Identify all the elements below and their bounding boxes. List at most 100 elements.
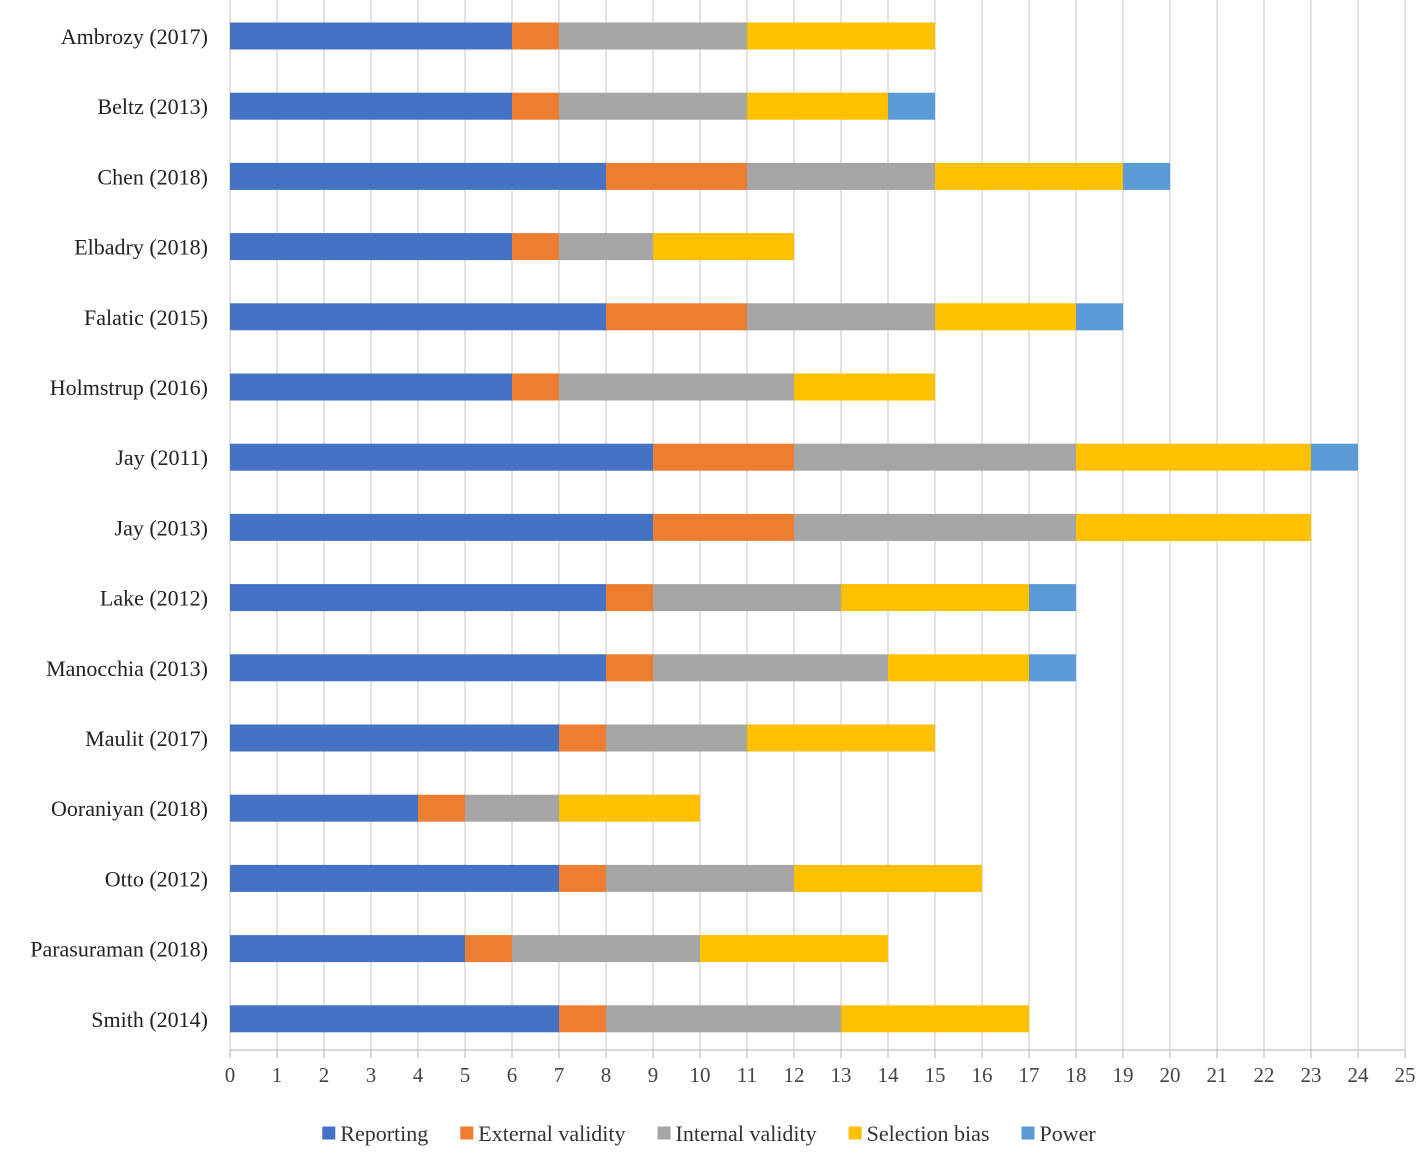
bar-lake-2012-selection-bias: [841, 584, 1029, 612]
legend-swatch-reporting: [322, 1126, 336, 1140]
bar-lake-2012-internal-validity: [653, 584, 841, 612]
bar-manocchia-2013-external-validity: [606, 654, 653, 682]
bars: [230, 22, 1358, 1033]
bar-otto-2012-internal-validity: [606, 864, 794, 892]
x-axis: 0 1 2 3 4 5 6 7 8 9 10 11 12 13 14 15 16 17 18 19 20 21 22 23 24…: [225, 1049, 1416, 1087]
bar-maulit-2017-internal-validity: [606, 724, 747, 752]
legend-swatch-selection-bias: [848, 1126, 862, 1140]
category-label-chen-2018: Chen (2018): [97, 164, 208, 189]
bar-parasuraman-2018-selection-bias: [700, 935, 888, 963]
category-label-jay-2013: Jay (2013): [115, 515, 208, 540]
x-tick-label-25: 25: [1395, 1063, 1416, 1087]
bar-jay-2013-external-validity: [653, 513, 794, 541]
x-tick-label-2: 2: [319, 1063, 330, 1087]
bar-ooraniyan-2018-reporting: [230, 794, 418, 822]
x-tick-label-4: 4: [413, 1063, 424, 1087]
bar-chen-2018-selection-bias: [935, 162, 1123, 190]
bar-parasuraman-2018-internal-validity: [512, 935, 700, 963]
x-tick-label-12: 12: [784, 1063, 805, 1087]
bar-jay-2011-reporting: [230, 443, 653, 471]
bar-elbadry-2018-reporting: [230, 233, 512, 261]
x-tick-label-3: 3: [366, 1063, 377, 1087]
bar-smith-2014-selection-bias: [841, 1005, 1029, 1033]
bar-holmstrup-2016-reporting: [230, 373, 512, 401]
legend-label-internal-validity: Internal validity: [676, 1121, 817, 1146]
bar-beltz-2013-internal-validity: [559, 92, 747, 120]
x-tick-label-15: 15: [925, 1063, 946, 1087]
x-tick-label-13: 13: [831, 1063, 852, 1087]
x-tick-label-6: 6: [507, 1063, 518, 1087]
category-label-lake-2012: Lake (2012): [100, 586, 208, 611]
bar-chen-2018-power: [1123, 162, 1170, 190]
bar-ooraniyan-2018-internal-validity: [465, 794, 559, 822]
bar-jay-2011-power: [1311, 443, 1358, 471]
category-labels: Ambrozy (2017) Beltz (2013) Chen (2018) Elb…: [30, 24, 208, 1032]
bar-ooraniyan-2018-selection-bias: [559, 794, 700, 822]
x-tick-label-8: 8: [601, 1063, 612, 1087]
bar-chen-2018-reporting: [230, 162, 606, 190]
bar-elbadry-2018-internal-validity: [559, 233, 653, 261]
bar-falatic-2015-external-validity: [606, 303, 747, 331]
x-tick-label-9: 9: [648, 1063, 659, 1087]
bar-elbadry-2018-external-validity: [512, 233, 559, 261]
bar-maulit-2017-external-validity: [559, 724, 606, 752]
bar-maulit-2017-selection-bias: [747, 724, 935, 752]
x-tick-label-10: 10: [690, 1063, 711, 1087]
bar-otto-2012-selection-bias: [794, 864, 982, 892]
bar-jay-2013-selection-bias: [1076, 513, 1311, 541]
category-label-ambrozy-2017: Ambrozy (2017): [61, 24, 208, 49]
legend-swatch-external-validity: [460, 1126, 474, 1140]
x-tick-label-21: 21: [1207, 1063, 1228, 1087]
bar-beltz-2013-power: [888, 92, 935, 120]
category-label-holmstrup-2016: Holmstrup (2016): [50, 375, 208, 400]
bar-jay-2011-selection-bias: [1076, 443, 1311, 471]
bar-holmstrup-2016-selection-bias: [794, 373, 935, 401]
bar-ambrozy-2017-reporting: [230, 22, 512, 50]
bar-falatic-2015-reporting: [230, 303, 606, 331]
x-tick-label-1: 1: [272, 1063, 283, 1087]
x-tick-label-20: 20: [1160, 1063, 1181, 1087]
bar-manocchia-2013-reporting: [230, 654, 606, 682]
x-tick-label-22: 22: [1254, 1063, 1275, 1087]
category-label-elbadry-2018: Elbadry (2018): [74, 235, 208, 260]
bar-ambrozy-2017-external-validity: [512, 22, 559, 50]
x-tick-label-19: 19: [1113, 1063, 1134, 1087]
legend-label-selection-bias: Selection bias: [867, 1121, 990, 1146]
category-label-parasuraman-2018: Parasuraman (2018): [30, 937, 208, 962]
bar-falatic-2015-internal-validity: [747, 303, 935, 331]
bar-jay-2011-internal-validity: [794, 443, 1076, 471]
x-tick-label-23: 23: [1301, 1063, 1322, 1087]
x-tick-label-0: 0: [225, 1063, 236, 1087]
bar-lake-2012-reporting: [230, 584, 606, 612]
bar-jay-2013-internal-validity: [794, 513, 1076, 541]
bar-chen-2018-internal-validity: [747, 162, 935, 190]
category-label-maulit-2017: Maulit (2017): [85, 726, 208, 751]
bar-jay-2013-reporting: [230, 513, 653, 541]
bar-lake-2012-power: [1029, 584, 1076, 612]
bar-manocchia-2013-selection-bias: [888, 654, 1029, 682]
category-label-beltz-2013: Beltz (2013): [97, 94, 208, 119]
category-label-smith-2014: Smith (2014): [91, 1007, 208, 1032]
legend: Reporting External validity Internal valid…: [322, 1121, 1096, 1146]
bar-parasuraman-2018-reporting: [230, 935, 465, 963]
bar-holmstrup-2016-external-validity: [512, 373, 559, 401]
legend-swatch-internal-validity: [657, 1126, 671, 1140]
bar-falatic-2015-selection-bias: [935, 303, 1076, 331]
x-tick-label-5: 5: [460, 1063, 471, 1087]
bar-otto-2012-reporting: [230, 864, 559, 892]
x-tick-label-18: 18: [1066, 1063, 1087, 1087]
category-label-otto-2012: Otto (2012): [105, 866, 208, 891]
legend-label-power: Power: [1039, 1121, 1096, 1146]
x-tick-label-14: 14: [878, 1063, 900, 1087]
x-tick-label-16: 16: [972, 1063, 993, 1087]
legend-swatch-power: [1021, 1126, 1035, 1140]
bar-otto-2012-external-validity: [559, 864, 606, 892]
bar-ambrozy-2017-internal-validity: [559, 22, 747, 50]
bar-manocchia-2013-power: [1029, 654, 1076, 682]
x-tick-label-24: 24: [1348, 1063, 1370, 1087]
bar-beltz-2013-reporting: [230, 92, 512, 120]
legend-label-external-validity: External validity: [478, 1121, 625, 1146]
bar-beltz-2013-selection-bias: [747, 92, 888, 120]
